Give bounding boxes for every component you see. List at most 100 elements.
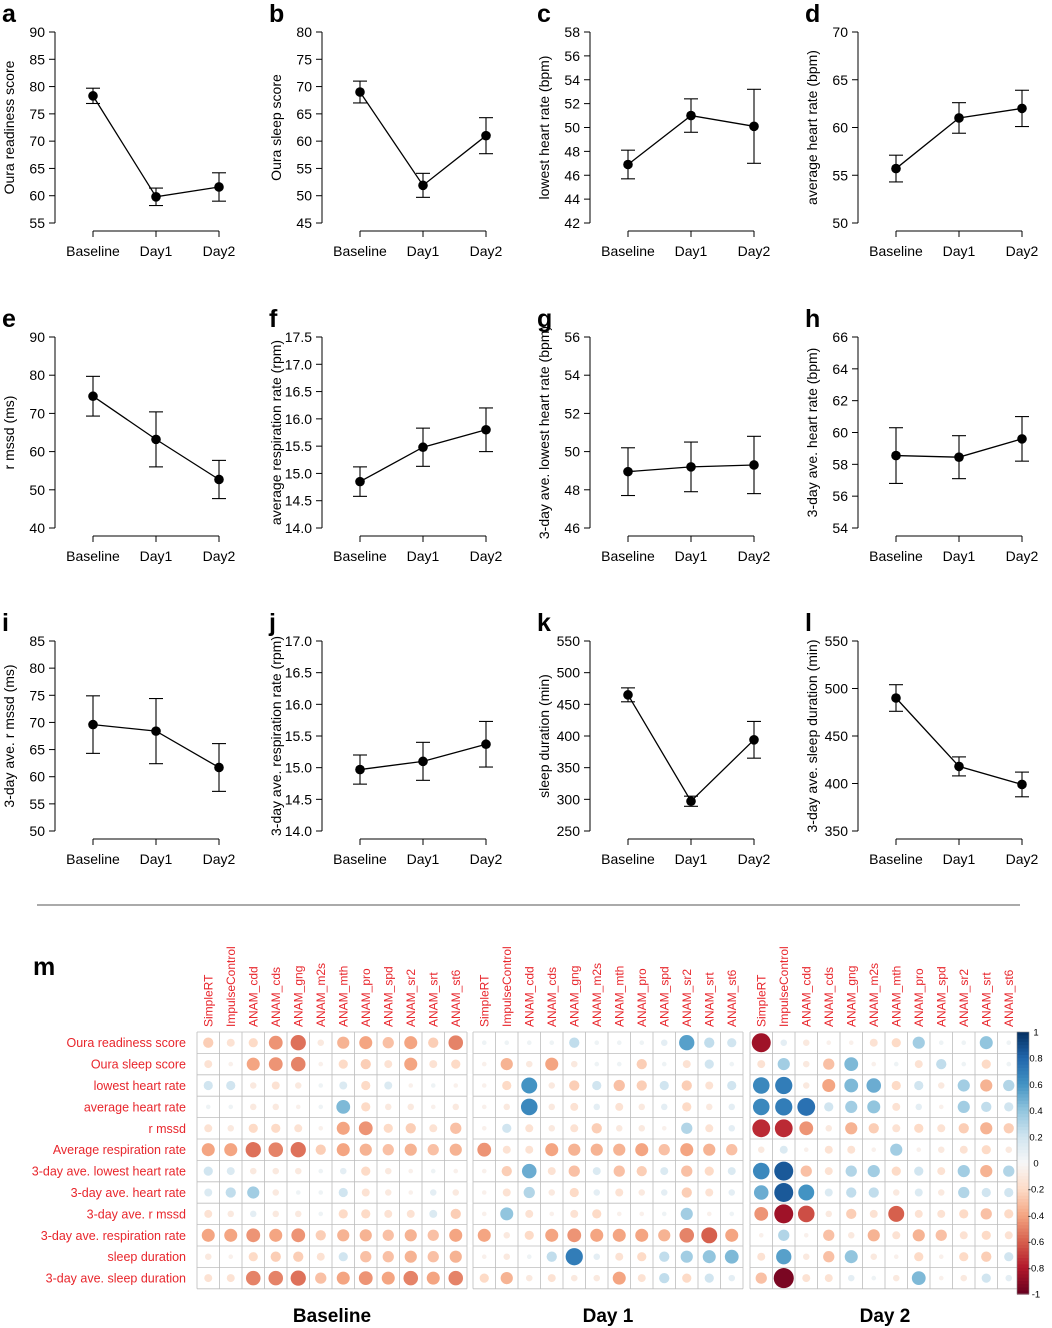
colorbar-segment (1017, 1235, 1029, 1239)
correlation-circle (846, 1187, 857, 1198)
correlation-circle (753, 1185, 769, 1200)
row-label: Average respiration rate (53, 1143, 186, 1157)
correlation-circle (294, 1210, 302, 1218)
correlation-circle (545, 1057, 559, 1071)
y-tick-label: 500 (557, 665, 581, 681)
y-tick-label: 16.0 (285, 411, 312, 427)
colorbar-segment (1017, 1077, 1029, 1082)
correlation-circle (773, 1268, 794, 1289)
column-label: ANAM_spd (934, 966, 948, 1027)
correlation-circle (916, 1147, 922, 1153)
correlation-circle (591, 1123, 602, 1134)
correlation-circle (802, 1253, 810, 1260)
correlation-circle (775, 1098, 793, 1116)
correlation-circle (660, 1103, 668, 1111)
column-label: ANAM_st6 (1002, 969, 1016, 1027)
correlation-circle (802, 1060, 810, 1068)
correlation-circle (892, 1231, 901, 1240)
correlation-circle (1003, 1079, 1015, 1092)
data-point (749, 460, 759, 470)
correlation-circle (201, 1143, 215, 1157)
data-point (1017, 779, 1027, 790)
correlation-circle (477, 1228, 491, 1242)
data-point (355, 764, 365, 775)
correlation-circle (936, 1058, 947, 1070)
row-label: 3-day ave. heart rate (71, 1186, 186, 1200)
row-label: r mssd (149, 1122, 187, 1136)
correlation-circle (637, 1274, 646, 1283)
colorbar-segment (1017, 1225, 1029, 1230)
correlation-circle (205, 1104, 211, 1110)
colorbar-segment (1017, 1241, 1029, 1246)
x-tick-label: Day2 (470, 548, 503, 564)
correlation-circle (453, 1168, 459, 1174)
correlation-circle (504, 1040, 510, 1046)
colorbar-segment (1017, 1094, 1029, 1099)
x-tick-label: Day1 (140, 548, 173, 564)
y-tick-label: 70 (29, 133, 45, 149)
column-label: ANAM_cdd (799, 966, 813, 1027)
y-tick-label: 250 (557, 823, 581, 839)
column-label: ANAM_cdd (522, 966, 536, 1027)
correlation-circle (384, 1060, 393, 1069)
correlation-circle (867, 1229, 880, 1242)
y-tick-label: 50 (29, 823, 45, 839)
x-tick-label: Day2 (1006, 851, 1039, 867)
correlation-circle (728, 1274, 736, 1282)
y-axis-label: 3-day ave. respiration rate (rpm) (268, 636, 284, 836)
correlation-circle (871, 1147, 877, 1153)
correlation-circle (249, 1210, 257, 1218)
correlation-circle (961, 1040, 967, 1046)
y-tick-label: 14.0 (285, 520, 312, 536)
correlation-circle (752, 1119, 771, 1138)
correlation-circle (727, 1080, 737, 1091)
correlation-circle (757, 1252, 766, 1261)
correlation-circle (317, 1039, 325, 1046)
correlation-circle (315, 1272, 327, 1284)
row-label: 3-day ave. sleep duration (46, 1272, 186, 1286)
column-label: ANAM_gng (567, 966, 581, 1027)
correlation-circle (778, 1229, 790, 1241)
colorbar-segment (1017, 1212, 1029, 1216)
correlation-circle (802, 1082, 810, 1089)
row-label: 3-day ave. lowest heart rate (32, 1165, 186, 1179)
correlation-circle (548, 1125, 556, 1132)
correlation-circle (295, 1104, 301, 1110)
y-tick-label: 60 (29, 188, 45, 204)
correlation-circle (361, 1188, 370, 1197)
correlation-circle (226, 1038, 235, 1047)
y-tick-label: 55 (29, 215, 45, 231)
correlation-circle (384, 1189, 392, 1196)
heatmap-day-1: SimpleRT ImpulseControl ANAM_cdd ANAM_cds AN… (472, 946, 744, 1327)
correlation-circle (569, 1037, 580, 1048)
column-label: ANAM_srt (979, 972, 993, 1027)
correlation-circle (426, 1271, 440, 1285)
colorbar-tick-label: 0.4 (1029, 1106, 1042, 1117)
data-point (151, 434, 161, 445)
correlation-circle (318, 1190, 324, 1195)
y-tick-label: 80 (296, 24, 312, 40)
correlation-circle (568, 1165, 580, 1177)
correlation-circle (751, 1033, 771, 1053)
correlation-circle (822, 1078, 836, 1093)
y-tick-label: 55 (29, 796, 45, 812)
colorbar-tick-label: 0.8 (1029, 1054, 1042, 1065)
correlation-circle (521, 1077, 538, 1094)
correlation-circle (429, 1124, 438, 1133)
column-label: ANAM_sr2 (404, 969, 418, 1027)
y-tick-label: 40 (29, 520, 45, 536)
data-point (891, 450, 901, 461)
y-tick-label: 400 (557, 728, 581, 744)
correlation-circle (613, 1165, 625, 1177)
correlation-circle (545, 1143, 559, 1157)
correlation-circle (384, 1209, 393, 1218)
colorbar-segment (1017, 1107, 1029, 1112)
correlation-circle (980, 1165, 993, 1178)
x-tick-label: Day1 (675, 548, 708, 564)
correlation-circle (867, 1100, 881, 1114)
correlation-circle (481, 1083, 487, 1088)
correlation-circle (823, 1058, 835, 1070)
correlation-circle (481, 1168, 487, 1174)
column-label: ANAM_cds (269, 967, 283, 1027)
colorbar-segment (1017, 1104, 1029, 1108)
